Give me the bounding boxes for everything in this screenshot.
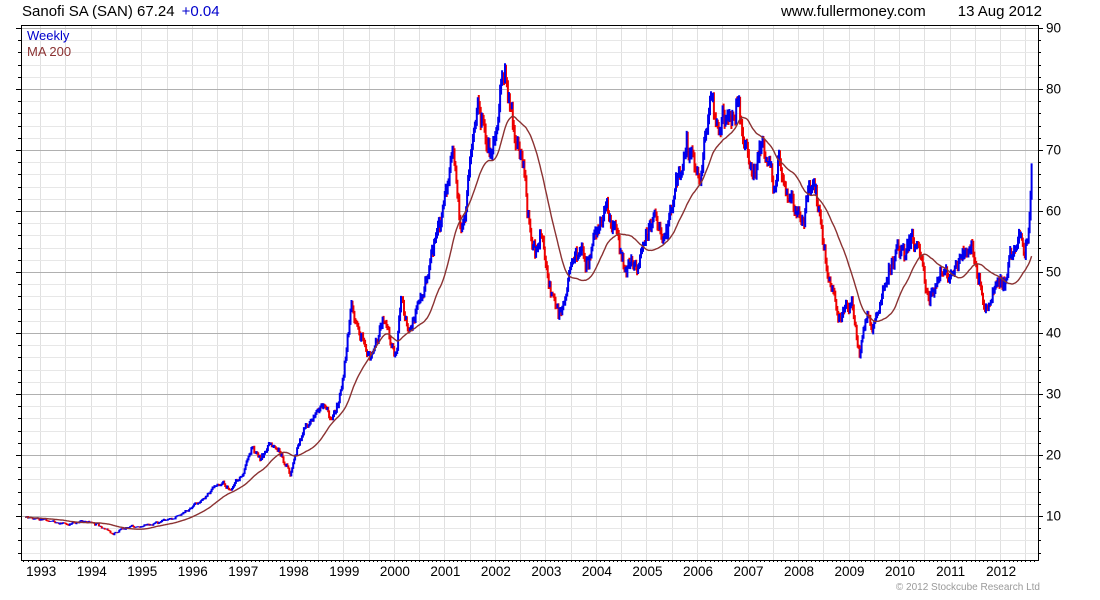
chart-legend: Weekly MA 200 (27, 28, 71, 60)
axis-labels: 10 20 30 40 50 60 70 80 90 1993 1994 1995 1996 1997 19… (26, 21, 1061, 579)
x-axis-tick-label: 1998 (279, 564, 309, 579)
website-watermark: www.fullermoney.com (780, 3, 926, 20)
y-axis-tick-label: 10 (1046, 509, 1061, 524)
chart-title: Sanofi SA (SAN) 67.24 +0.04 (22, 3, 220, 20)
price-change: +0.04 (181, 3, 220, 20)
y-axis-tick-label: 60 (1046, 204, 1061, 219)
x-axis-tick-label: 2001 (430, 564, 460, 579)
x-axis-tick-label: 2003 (531, 564, 561, 579)
y-axis-tick-label: 80 (1046, 82, 1061, 97)
x-axis-tick-label: 2011 (936, 564, 965, 579)
x-axis-tick-label: 1997 (228, 564, 258, 579)
x-axis-tick-label: 2005 (632, 564, 662, 579)
ma-200-line (24, 115, 1033, 530)
y-axis-tick-label: 50 (1046, 265, 1061, 280)
legend-ma200-label: MA 200 (27, 44, 72, 59)
chart-date: 13 Aug 2012 (957, 3, 1042, 20)
x-axis-tick-label: 1994 (77, 564, 108, 579)
x-axis-tick-label: 2012 (986, 564, 1016, 579)
x-axis-tick-label: 2002 (481, 564, 511, 579)
legend-weekly-label: Weekly (27, 28, 70, 43)
price-series (24, 63, 1033, 536)
x-axis-tick-label: 1999 (329, 564, 359, 579)
x-axis-tick-label: 2010 (885, 564, 915, 579)
y-axis-tick-label: 20 (1046, 448, 1061, 463)
down-week-bars (27, 64, 1029, 535)
x-axis-tick-label: 2004 (582, 564, 613, 579)
y-axis-tick-label: 40 (1046, 326, 1061, 341)
x-axis-tick-label: 1993 (26, 564, 56, 579)
x-axis-tick-label: 2007 (733, 564, 763, 579)
y-axis-tick-label: 70 (1046, 143, 1061, 158)
instrument-title: Sanofi SA (SAN) 67.24 (22, 3, 175, 20)
up-week-bars (25, 63, 1033, 536)
x-axis-tick-label: 2008 (784, 564, 814, 579)
y-axis-tick-label: 30 (1046, 387, 1061, 402)
y-axis-tick-label: 90 (1046, 21, 1061, 36)
plot-border (21, 25, 1039, 561)
x-axis-tick-label: 1995 (127, 564, 157, 579)
grid (16, 25, 1043, 562)
x-axis-tick-label: 2000 (380, 564, 410, 579)
copyright-notice: © 2012 Stockcube Research Ltd (895, 582, 1040, 593)
x-axis-tick-label: 2009 (835, 564, 865, 579)
chart-header-right: www.fullermoney.com 13 Aug 2012 (781, 3, 1042, 20)
x-axis-tick-label: 2006 (683, 564, 713, 579)
x-axis-tick-label: 1996 (178, 564, 208, 579)
